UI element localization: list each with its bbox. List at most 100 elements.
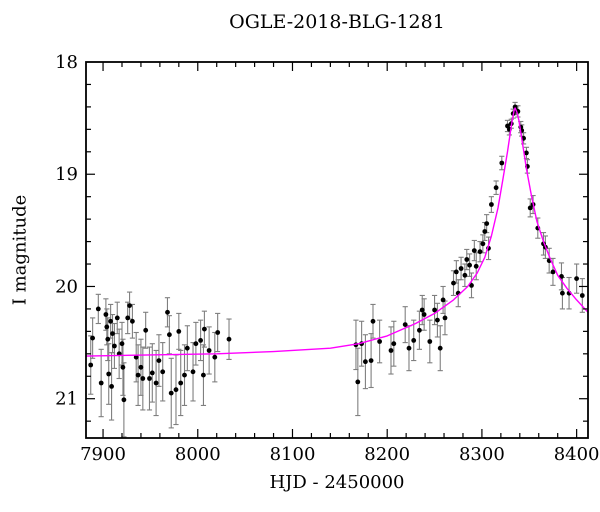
data-point bbox=[173, 387, 179, 393]
data-point bbox=[178, 380, 184, 386]
data-point bbox=[108, 318, 113, 324]
data-point bbox=[88, 362, 94, 368]
data-point bbox=[130, 318, 135, 324]
data-point bbox=[411, 338, 417, 343]
data-point bbox=[110, 331, 115, 336]
data-point bbox=[579, 293, 585, 298]
data-point bbox=[462, 272, 468, 278]
data-points bbox=[88, 104, 585, 403]
data-point bbox=[206, 348, 212, 353]
data-point bbox=[419, 307, 425, 313]
data-point bbox=[176, 329, 182, 334]
data-point bbox=[193, 341, 199, 347]
data-point bbox=[140, 376, 146, 381]
data-point bbox=[363, 359, 368, 365]
data-point bbox=[406, 345, 412, 351]
y-tick-label: 21 bbox=[55, 389, 78, 410]
data-point bbox=[120, 364, 126, 370]
x-axis-ticks bbox=[102, 62, 578, 438]
data-point bbox=[226, 336, 232, 342]
x-axis-label: HJD - 2450000 bbox=[269, 472, 405, 493]
data-point bbox=[112, 343, 117, 349]
data-point bbox=[368, 358, 374, 363]
data-point bbox=[105, 336, 111, 342]
data-point bbox=[574, 276, 579, 281]
data-point bbox=[453, 269, 459, 275]
data-point bbox=[167, 332, 172, 338]
data-point bbox=[109, 384, 114, 389]
data-point bbox=[201, 372, 206, 378]
error-bars bbox=[88, 101, 585, 438]
data-point bbox=[156, 358, 162, 363]
data-point bbox=[388, 348, 394, 353]
data-point bbox=[473, 263, 479, 269]
data-point bbox=[160, 369, 166, 375]
data-point bbox=[489, 202, 494, 207]
y-tick-label: 18 bbox=[55, 52, 78, 73]
data-point bbox=[451, 280, 456, 286]
data-point bbox=[471, 248, 477, 254]
data-point bbox=[467, 262, 472, 268]
data-point bbox=[493, 185, 499, 191]
x-tick-label: 8100 bbox=[270, 444, 316, 465]
y-tick-label: 19 bbox=[55, 164, 78, 185]
chart-title: OGLE-2018-BLG-1281 bbox=[229, 11, 445, 33]
data-point bbox=[95, 306, 101, 312]
data-point bbox=[469, 283, 474, 288]
data-point bbox=[121, 397, 127, 403]
data-point bbox=[391, 341, 397, 347]
data-point bbox=[133, 354, 139, 360]
data-point bbox=[524, 150, 529, 156]
model-curve bbox=[85, 107, 589, 357]
data-point bbox=[104, 324, 110, 330]
data-point bbox=[417, 327, 422, 333]
data-point bbox=[149, 370, 155, 376]
data-point bbox=[437, 345, 443, 351]
data-point bbox=[165, 309, 170, 315]
data-point bbox=[215, 330, 221, 335]
data-point bbox=[527, 205, 533, 211]
data-point bbox=[477, 249, 483, 255]
data-point bbox=[168, 390, 174, 396]
data-point bbox=[421, 312, 427, 317]
data-point bbox=[198, 338, 204, 343]
data-point bbox=[138, 364, 144, 370]
y-tick-label: 20 bbox=[55, 277, 78, 298]
data-point bbox=[127, 303, 132, 308]
data-point bbox=[143, 327, 149, 333]
x-tick-label: 8000 bbox=[175, 444, 221, 465]
y-axis-ticks bbox=[86, 83, 588, 422]
data-point bbox=[435, 317, 440, 323]
data-point bbox=[484, 221, 490, 227]
data-point bbox=[355, 379, 361, 385]
data-point bbox=[440, 297, 446, 303]
x-tick-label: 8400 bbox=[554, 444, 600, 465]
y-axis-label: I magnitude bbox=[9, 194, 31, 306]
data-point bbox=[499, 160, 505, 166]
data-point bbox=[480, 241, 486, 247]
data-point bbox=[98, 380, 104, 386]
data-point bbox=[432, 307, 437, 313]
data-point bbox=[184, 345, 190, 351]
data-point bbox=[427, 339, 433, 344]
data-point bbox=[103, 312, 109, 317]
x-tick-label: 8200 bbox=[364, 444, 410, 465]
data-point bbox=[135, 372, 141, 378]
data-point bbox=[90, 335, 95, 341]
data-point bbox=[119, 341, 125, 347]
data-point bbox=[106, 371, 112, 377]
data-point bbox=[464, 257, 470, 262]
data-point bbox=[560, 290, 565, 296]
data-point bbox=[153, 380, 159, 386]
data-point bbox=[202, 326, 207, 332]
data-point bbox=[559, 274, 564, 279]
x-tick-label: 8300 bbox=[459, 444, 505, 465]
data-point bbox=[377, 339, 382, 344]
data-point bbox=[182, 372, 187, 378]
data-point bbox=[550, 269, 556, 275]
data-point bbox=[212, 354, 218, 360]
data-point bbox=[370, 318, 376, 324]
data-point bbox=[402, 322, 408, 327]
